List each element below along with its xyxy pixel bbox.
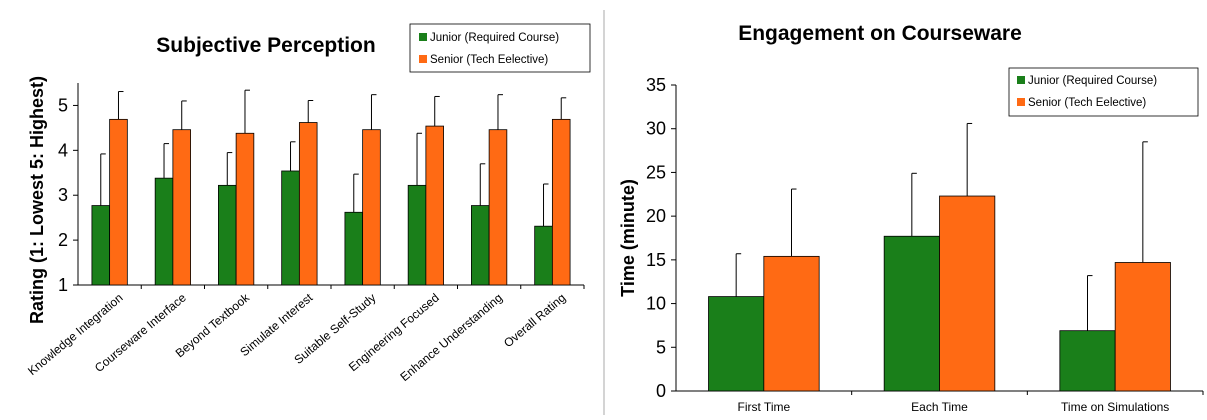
bar-junior — [281, 170, 300, 286]
y-tick-label: 35 — [646, 75, 666, 95]
legend-label-senior: Senior (Tech Eelective) — [1028, 97, 1146, 109]
y-tick-labels: 1 2 3 4 5 — [58, 95, 68, 295]
y-tick-label: 5 — [656, 337, 666, 357]
y-axis-label: Rating (1: Lowest 5: Highest) — [27, 76, 47, 324]
legend-swatch-junior — [419, 33, 427, 41]
bar-senior — [362, 129, 381, 286]
category-labels: First Time Each Time Time on Simulations — [737, 400, 1169, 414]
category-label: First Time — [737, 400, 790, 414]
bar-junior — [534, 225, 553, 286]
y-tick-label: 30 — [646, 119, 666, 139]
y-tick-label: 1 — [58, 275, 68, 295]
legend-swatch-junior — [1017, 76, 1025, 84]
bar-junior — [471, 205, 490, 286]
category-label: Time on Simulations — [1061, 400, 1169, 414]
bar-senior — [298, 122, 318, 286]
chart-title: Subjective Perception — [156, 34, 375, 57]
engagement-chart: Engagement on Courseware Time (minute) 0… — [618, 22, 1204, 414]
axes — [73, 83, 585, 289]
legend-label-junior: Junior (Required Course) — [430, 32, 559, 44]
bar-senior — [488, 129, 508, 286]
legend: Junior (Required Course) Senior (Tech Ee… — [409, 23, 591, 73]
bar-junior — [344, 211, 364, 286]
bar-senior — [172, 129, 191, 286]
bars — [708, 122, 1171, 392]
bar-junior — [91, 205, 111, 286]
bar-senior — [109, 118, 128, 286]
bar-senior — [763, 255, 820, 392]
bar-junior — [218, 184, 237, 286]
bar-junior — [883, 235, 940, 392]
subjective-perception-chart: Subjective Perception Rating (1: Lowest … — [25, 23, 591, 384]
y-tick-label: 10 — [646, 294, 666, 314]
legend-label-junior: Junior (Required Course) — [1028, 75, 1157, 87]
bar-senior — [939, 195, 996, 392]
chart-title: Engagement on Courseware — [738, 22, 1022, 45]
y-tick-label: 20 — [646, 206, 666, 226]
y-tick-label: 2 — [58, 230, 68, 250]
bar-senior — [551, 118, 571, 286]
category-label: Enhance Understanding — [397, 291, 505, 384]
bar-junior — [708, 296, 765, 392]
y-tick-label: 3 — [58, 185, 68, 205]
bar-senior — [425, 125, 444, 286]
y-tick-label: 15 — [646, 250, 666, 270]
category-label: Overall Rating — [501, 291, 568, 351]
legend-box — [409, 23, 591, 73]
y-axis-label: Time (minute) — [618, 179, 638, 297]
bar-junior — [407, 184, 427, 286]
bar-senior — [1114, 262, 1171, 392]
bar-senior — [235, 132, 255, 286]
bar-junior — [1059, 330, 1116, 392]
y-tick-label: 25 — [646, 162, 666, 182]
y-tick-labels: 0 5 10 15 20 25 30 35 — [646, 75, 666, 401]
bars — [91, 89, 571, 286]
bar-junior — [154, 177, 174, 286]
category-label: Each Time — [911, 400, 968, 414]
legend-swatch-senior — [1017, 98, 1025, 106]
legend-box — [1008, 67, 1199, 117]
legend-label-senior: Senior (Tech Eelective) — [430, 54, 548, 66]
legend: Junior (Required Course) Senior (Tech Ee… — [1008, 67, 1199, 117]
legend-swatch-senior — [419, 55, 427, 63]
y-tick-label: 4 — [58, 140, 68, 160]
y-tick-label: 0 — [656, 381, 666, 401]
y-tick-label: 5 — [58, 95, 68, 115]
